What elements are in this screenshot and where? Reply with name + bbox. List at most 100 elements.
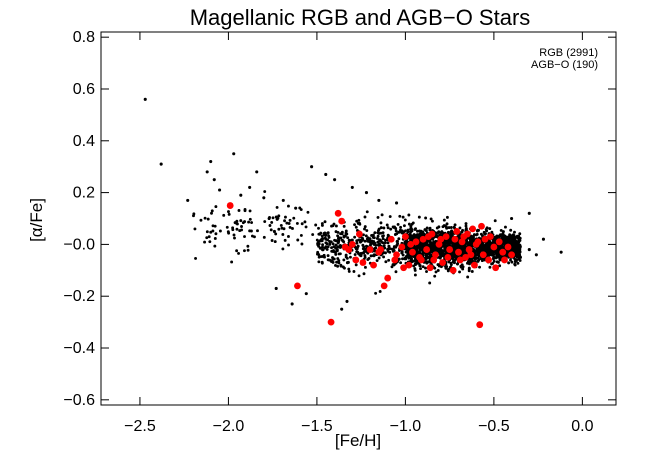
rgb-point <box>288 225 292 229</box>
rgb-point <box>474 256 478 260</box>
rgb-point <box>193 227 197 231</box>
rgb-point <box>370 239 374 243</box>
rgb-point <box>246 248 250 252</box>
rgb-point <box>516 261 520 265</box>
rgb-point <box>225 225 229 229</box>
rgb-point <box>337 252 341 256</box>
rgb-point <box>395 239 399 243</box>
rgb-point <box>425 226 429 230</box>
rgb-point <box>441 251 445 255</box>
rgb-point <box>404 257 408 261</box>
agb-o-point <box>393 251 400 259</box>
agb-o-point <box>465 246 473 253</box>
rgb-point <box>434 270 438 274</box>
rgb-point <box>401 253 405 257</box>
rgb-point <box>489 248 493 252</box>
rgb-point <box>334 224 338 228</box>
y-tick-label: 0.4 <box>73 133 95 150</box>
rgb-point <box>377 229 380 233</box>
rgb-point <box>199 218 203 222</box>
x-axis-label: [Fe/H] <box>335 431 381 450</box>
rgb-point <box>248 209 252 213</box>
rgb-point <box>239 193 243 197</box>
rgb-point <box>336 230 340 234</box>
rgb-point <box>375 259 379 263</box>
rgb-point <box>330 224 334 228</box>
rgb-point <box>470 241 473 245</box>
rgb-point <box>213 224 217 228</box>
rgb-point <box>336 234 340 238</box>
rgb-point <box>263 220 267 223</box>
rgb-point <box>274 286 278 290</box>
rgb-point <box>497 245 501 249</box>
rgb-point <box>425 256 429 260</box>
rgb-point <box>213 244 217 248</box>
rgb-point <box>409 259 413 263</box>
rgb-point <box>205 170 209 174</box>
rgb-point <box>394 201 399 205</box>
rgb-point <box>418 243 422 247</box>
rgb-point <box>378 242 382 246</box>
rgb-point <box>336 245 340 249</box>
rgb-point <box>365 210 369 214</box>
rgb-point <box>449 230 453 234</box>
x-tick-labels: −2.5 −2.0 −1.5 −1.0 −0.5 0.0 <box>124 418 593 435</box>
rgb-point <box>411 259 415 263</box>
rgb-point <box>393 225 396 229</box>
rgb-point <box>383 241 387 245</box>
rgb-point <box>325 247 329 251</box>
agb-points <box>226 202 515 329</box>
rgb-point <box>408 232 412 236</box>
agb-o-point <box>407 241 415 248</box>
rgb-point <box>270 220 274 224</box>
rgb-point <box>410 228 414 231</box>
rgb-point <box>319 238 323 242</box>
rgb-point <box>218 188 222 192</box>
rgb-point <box>383 246 387 250</box>
rgb-point <box>382 226 386 230</box>
rgb-point <box>210 211 213 215</box>
rgb-point <box>235 227 239 231</box>
rgb-point <box>414 262 418 266</box>
rgb-point <box>209 230 213 234</box>
rgb-point <box>363 215 367 219</box>
rgb-point <box>243 220 247 224</box>
rgb-point <box>443 224 447 228</box>
rgb-point <box>330 249 334 253</box>
agb-o-point <box>401 233 409 241</box>
rgb-point <box>433 266 437 270</box>
rgb-point <box>485 249 489 253</box>
rgb-point <box>326 254 330 258</box>
rgb-point <box>397 237 401 241</box>
rgb-point <box>370 234 374 237</box>
rgb-point <box>341 265 345 269</box>
rgb-point <box>310 165 314 169</box>
rgb-point <box>381 237 385 241</box>
rgb-point <box>214 205 218 209</box>
rgb-point <box>382 234 385 238</box>
rgb-point <box>439 249 443 253</box>
rgb-point <box>425 260 429 264</box>
rgb-point <box>209 159 213 164</box>
rgb-point <box>326 231 330 235</box>
rgb-point <box>335 248 339 252</box>
agb-o-point <box>359 259 367 266</box>
rgb-point <box>419 248 423 252</box>
rgb-point <box>243 209 247 213</box>
agb-o-point <box>426 264 434 272</box>
rgb-point <box>344 229 348 233</box>
agb-o-point <box>355 230 363 238</box>
rgb-point <box>369 254 373 258</box>
rgb-point <box>406 254 410 258</box>
rgb-point <box>240 228 244 232</box>
rgb-point <box>337 261 341 265</box>
legend-rgb-label: RGB (2991) <box>539 47 598 59</box>
rgb-point <box>504 225 507 229</box>
rgb-point <box>358 222 362 226</box>
rgb-point <box>517 250 521 254</box>
rgb-point <box>248 185 252 189</box>
rgb-point <box>342 224 346 228</box>
rgb-point <box>353 253 357 256</box>
agb-o-point <box>387 235 395 243</box>
rgb-point <box>371 235 375 239</box>
